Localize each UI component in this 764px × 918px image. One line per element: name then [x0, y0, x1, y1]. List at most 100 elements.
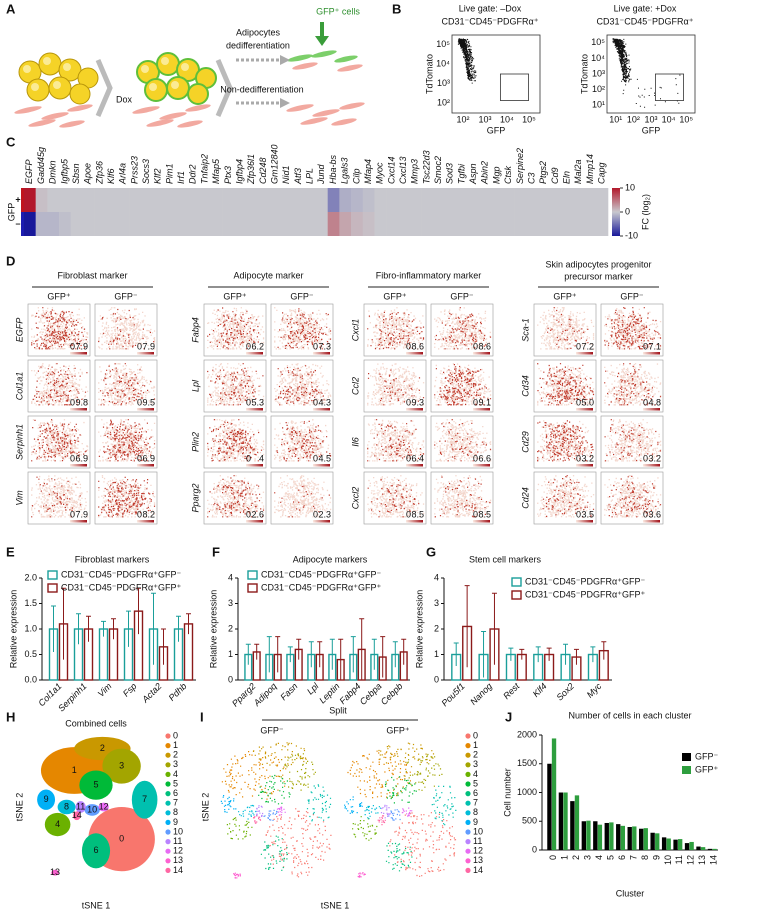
- heatmap-cell: [584, 188, 597, 212]
- bar: [632, 826, 637, 850]
- legend-label: CD31⁻CD45⁻PDGFRα⁺GFP⁻: [525, 576, 645, 586]
- cluster-label: 2: [100, 743, 105, 753]
- bar: [620, 825, 626, 850]
- legend-label: CD31⁻CD45⁻PDGFRα⁺GFP⁺: [525, 589, 645, 599]
- heatmap-cell: [339, 188, 352, 212]
- legend-label: GFP⁺: [695, 764, 719, 774]
- scale-max: 3.6: [648, 509, 661, 519]
- legend-label: 12: [173, 846, 183, 856]
- x-tick-label: 7: [628, 855, 638, 860]
- legend-dot: [165, 752, 171, 758]
- tsne-cells: [274, 363, 332, 406]
- bar: [707, 848, 713, 850]
- feature-scale: [643, 464, 660, 467]
- x-tick-label: 4: [594, 855, 604, 860]
- y-tick-label: 1000: [517, 787, 537, 797]
- scale-min: 0: [313, 397, 318, 407]
- tsne-cells: [98, 363, 156, 406]
- x-axis-label: GFP: [642, 125, 661, 135]
- column-label: GFP⁻: [450, 291, 474, 301]
- heatmap-cell: [94, 188, 107, 212]
- scale-min: 0: [70, 453, 75, 463]
- error-bar: [359, 618, 365, 680]
- scale-max: 6.4: [411, 453, 424, 463]
- feature-scale: [70, 408, 87, 411]
- y-tick-label: 1: [228, 649, 233, 659]
- cluster-region: [51, 869, 59, 876]
- y-axis-label: Relative expression: [414, 590, 424, 669]
- legend-label: 9: [173, 817, 178, 827]
- scale-min: 0: [70, 509, 75, 519]
- feature-scale: [576, 464, 593, 467]
- tsne-expressing-cells: [434, 364, 492, 406]
- tsne-expressing-cells: [98, 419, 156, 462]
- tsne-cells: [207, 363, 265, 406]
- bar: [689, 841, 694, 850]
- heatmap-cell: [234, 212, 247, 236]
- cluster-cells: [357, 872, 366, 878]
- bar: [661, 837, 667, 850]
- gene-label: Klf6: [106, 168, 116, 184]
- feature-scale: [406, 520, 423, 523]
- heatmap-cell: [351, 188, 364, 212]
- heatmap-cell: [269, 212, 282, 236]
- legend-label: 13: [173, 855, 183, 865]
- cluster-region: [79, 770, 113, 800]
- cluster-label: 4: [55, 819, 60, 829]
- tsne-expressing-cells: [31, 419, 87, 462]
- tsne-expressing-cells: [277, 308, 332, 350]
- error-bar: [275, 636, 281, 673]
- gene-label: Col1a1: [14, 372, 24, 401]
- heatmap-cell: [467, 212, 480, 236]
- scale-max: 3.2: [648, 453, 661, 463]
- scale-max: 7.1: [648, 341, 661, 351]
- tsne-expressing-cells: [608, 475, 662, 518]
- tsne-cells: [434, 363, 492, 406]
- cluster-cells: [344, 796, 363, 814]
- scale-max: 2.6: [251, 509, 264, 519]
- y-axis-label: tSNE 2: [200, 793, 210, 822]
- heatmap-cell: [70, 212, 83, 236]
- gene-label: Arl4a: [118, 163, 128, 185]
- legend-swatch: [511, 577, 522, 587]
- bar: [643, 828, 648, 850]
- gene-label: Pim1: [164, 163, 174, 184]
- heatmap-cell: [514, 188, 527, 212]
- legend-label: 10: [473, 826, 483, 836]
- x-tick-label: Leptin: [317, 681, 341, 705]
- y-tick-label: 3: [434, 598, 439, 608]
- tsne-cells: [207, 419, 265, 462]
- y-tick-label: 0: [228, 674, 233, 684]
- gene-label: Smoc2: [433, 156, 443, 184]
- error-bar: [186, 613, 191, 635]
- heatmap-cell: [409, 188, 422, 212]
- scale-max: 4.5: [318, 453, 331, 463]
- cluster-cells: [404, 753, 443, 791]
- legend-label: 3: [473, 759, 478, 769]
- legend-label: 9: [473, 817, 478, 827]
- scale-min: 0: [246, 453, 251, 463]
- heatmap-cell: [479, 212, 492, 236]
- x-tick-label: Sox2: [555, 681, 577, 703]
- column-label: GFP⁺: [386, 725, 410, 735]
- cluster-cells: [431, 785, 457, 826]
- gene-label: Sbsn: [71, 163, 81, 184]
- cluster-region: [57, 799, 76, 815]
- legend-label: 6: [173, 788, 178, 798]
- scale-min: 0: [473, 453, 478, 463]
- legend-dot: [165, 819, 171, 826]
- gene-label: Cxcl14: [386, 156, 396, 184]
- tsne-cells: [98, 307, 156, 350]
- scale-max: 4.8: [648, 397, 661, 407]
- legend-swatch: [682, 766, 691, 774]
- x-tick-label: Fasn: [278, 681, 299, 702]
- error-bar: [136, 587, 141, 635]
- y-tick-label: 4: [228, 572, 233, 582]
- x-tick-label: 10⁴: [662, 114, 676, 124]
- scale-min: 0: [643, 509, 648, 519]
- feature-scale: [70, 520, 87, 523]
- feature-scale: [643, 408, 660, 411]
- legend-label: 10: [173, 826, 183, 836]
- legend-dot: [165, 858, 171, 864]
